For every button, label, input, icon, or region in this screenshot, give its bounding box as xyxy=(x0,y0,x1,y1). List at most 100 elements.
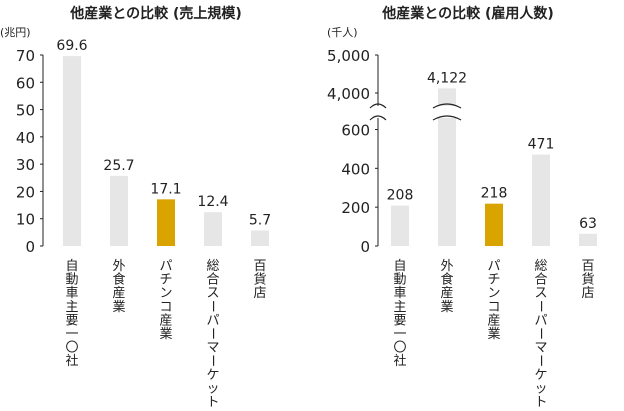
category-label-char: ン xyxy=(159,286,172,301)
data-label: 218 xyxy=(481,186,508,202)
sales-chart-panel: 他産業との比較 (売上規模) (兆円) 0 10 20 30 40 50 60 70 69.6 自動… xyxy=(0,6,271,410)
category-label-char: コ xyxy=(487,300,500,315)
y-tick-label: 5,000 xyxy=(327,47,370,65)
category-label-char: ス xyxy=(534,286,547,301)
category-label-char: 業 xyxy=(487,326,500,342)
data-label: 5.7 xyxy=(249,212,271,228)
y-tick-label: 30 xyxy=(16,156,35,174)
y-tick-label: 4,000 xyxy=(327,85,370,103)
axis-break-mark xyxy=(369,115,387,121)
category-label-char: ッ xyxy=(534,381,547,396)
category-label-char: パ xyxy=(487,259,500,274)
data-label: 25.7 xyxy=(103,158,134,174)
y-tick-label: 50 xyxy=(16,102,35,120)
bar xyxy=(579,233,597,246)
data-label: 208 xyxy=(387,188,414,204)
data-label: 17.1 xyxy=(150,181,181,197)
category-label-char: 主 xyxy=(393,300,406,315)
category-label-char: パ xyxy=(206,313,219,328)
category-label-char: 〇 xyxy=(393,341,406,356)
chart-title: 他産業との比較 (売上規模) xyxy=(70,6,242,22)
category-label-char: 自 xyxy=(393,259,406,274)
bar xyxy=(485,203,503,246)
category-label-char: 貨 xyxy=(581,272,594,288)
category-label-char: マ xyxy=(534,341,547,356)
category-label-char: ッ xyxy=(206,381,219,396)
bar-break-mark xyxy=(432,103,462,109)
y-tick-label: 0 xyxy=(25,238,35,256)
category-label-char: 業 xyxy=(159,326,172,342)
data-label: 69.6 xyxy=(56,38,87,54)
category-label-char: チ xyxy=(159,273,172,288)
axis-break-mark xyxy=(369,103,387,109)
category-label-char: 産 xyxy=(112,285,125,301)
category-label-char: ー xyxy=(533,354,548,367)
category-label-char: 自 xyxy=(65,259,78,274)
category-label-char: 要 xyxy=(65,313,78,328)
y-tick-label: 20 xyxy=(16,183,35,201)
category-label-char: 百 xyxy=(581,259,594,274)
bar xyxy=(438,88,456,246)
category-label-char: ス xyxy=(206,286,219,301)
category-label-char: ー xyxy=(205,300,220,313)
bar xyxy=(157,199,175,246)
bar xyxy=(391,205,409,246)
bar xyxy=(251,230,269,246)
category-label-char: 店 xyxy=(253,286,266,301)
category-label-char: 車 xyxy=(393,286,406,301)
category-label-char: 食 xyxy=(440,272,453,288)
bar xyxy=(110,175,128,246)
bar xyxy=(532,154,550,246)
category-label-char: 総 xyxy=(206,259,219,274)
bar-break-mark-gap xyxy=(433,106,461,118)
category-label-char: 外 xyxy=(112,259,125,274)
y-tick-label: 60 xyxy=(16,74,35,92)
category-label-char: ケ xyxy=(206,368,219,383)
category-label-char: 主 xyxy=(65,300,78,315)
axis-break-mark-gap xyxy=(370,106,386,118)
y-tick-label: 200 xyxy=(341,199,370,217)
category-label-char: 動 xyxy=(65,273,78,288)
category-label-char: ー xyxy=(533,327,548,340)
category-label-char: 合 xyxy=(206,273,219,288)
category-label-char: 一 xyxy=(393,327,406,342)
category-label-char: 総 xyxy=(534,259,547,274)
category-label-char: 社 xyxy=(65,353,78,369)
y-axis-unit: (千人) xyxy=(327,26,358,39)
category-label-char: 食 xyxy=(112,272,125,288)
y-tick-label: 0 xyxy=(360,238,370,256)
category-label-char: 業 xyxy=(112,299,125,315)
category-label-char: パ xyxy=(159,259,172,274)
category-label-char: 店 xyxy=(581,286,594,301)
y-axis-unit: (兆円) xyxy=(0,26,31,39)
category-label-char: 要 xyxy=(393,313,406,328)
category-label-char: ト xyxy=(534,395,547,410)
data-label: 471 xyxy=(528,137,555,153)
category-label-char: 産 xyxy=(487,312,500,328)
category-label-char: ン xyxy=(487,286,500,301)
category-label-char: ト xyxy=(206,395,219,410)
category-label-char: 貨 xyxy=(253,272,266,288)
category-label-char: 合 xyxy=(534,273,547,288)
category-label-char: ー xyxy=(205,327,220,340)
category-label-char: 〇 xyxy=(65,341,78,356)
category-label-char: チ xyxy=(487,273,500,288)
category-label-char: 百 xyxy=(253,259,266,274)
category-label-char: 社 xyxy=(393,353,406,369)
category-label-char: 業 xyxy=(440,299,453,315)
chart-title: 他産業との比較 (雇用人数) xyxy=(382,6,554,22)
category-label-char: マ xyxy=(206,341,219,356)
data-label: 4,122 xyxy=(427,70,467,86)
category-label-char: 産 xyxy=(159,312,172,328)
bar xyxy=(63,56,81,246)
category-label-char: ー xyxy=(533,300,548,313)
category-label-char: 外 xyxy=(440,259,453,274)
category-label-char: パ xyxy=(534,313,547,328)
y-tick-label: 10 xyxy=(16,211,35,229)
category-label-char: ケ xyxy=(534,368,547,383)
bar-break-mark xyxy=(432,115,462,121)
sales-chart: (兆円)01020304050607069.6自動車主要一〇社25.7外食産業1… xyxy=(0,26,271,410)
data-label: 63 xyxy=(579,216,597,232)
category-label-char: 動 xyxy=(393,273,406,288)
